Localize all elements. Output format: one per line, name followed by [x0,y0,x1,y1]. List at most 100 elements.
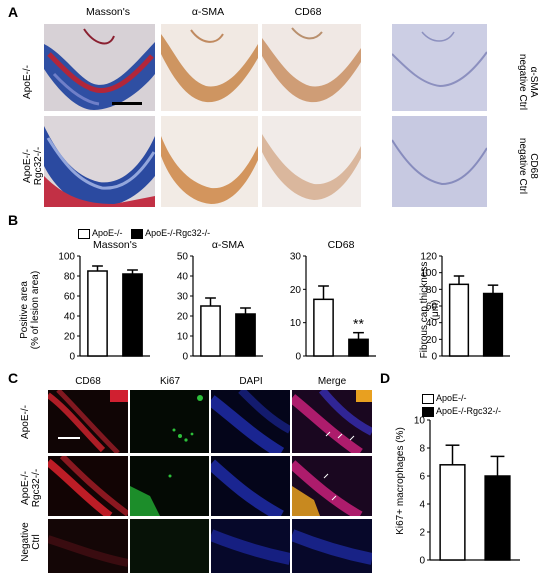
y-tick-label: 50 [177,252,189,263]
panel-a-neg-label-2: CD68 negative Ctrl [515,126,539,206]
chart-fibrous-cap: 0 20 40 60 80 100 120 [420,252,510,363]
chart-title: Masson's [93,239,137,251]
ki67-negative-fluor [130,519,209,573]
bar-rgc32 [235,313,256,357]
bar-apoe [448,283,470,357]
y-tick-label: 2 [419,528,425,539]
legend-d-apoe-label: ApoE-/- [436,393,467,403]
neg-label-line: α-SMA [528,66,539,98]
bar-rgc32 [122,273,143,357]
legend-d-rgc32: ApoE-/-Rgc32-/- [422,405,501,418]
y-tick-label: 10 [177,332,189,343]
y-tick-label: 80 [426,285,438,296]
ki67-apoe-fluor [130,390,209,453]
bar-rgc32 [348,338,369,357]
panel-a-col-asma: α-SMA [191,6,225,18]
neg-label-line: negative Ctrl [517,137,528,195]
bar-apoe [439,464,466,561]
row-label-line: Rgc32-/- [33,146,44,186]
y-tick-label: 120 [420,252,437,263]
y-tick-label: 20 [177,312,189,323]
panel-a-row-label-1: ApoE-/- [22,52,46,112]
asma-apoe-image [161,24,258,111]
y-tick-label: 30 [177,292,189,303]
y-tick-label: 30 [290,252,302,263]
panel-a-col-cd68: CD68 [294,6,322,18]
y-tick-label: 60 [64,292,76,303]
chart-title: α-SMA [212,239,244,251]
y-tick-label: 0 [295,352,301,363]
panel-a-letter: A [8,4,19,20]
legend-apoe: ApoE-/- [78,228,125,239]
panel-a-neg-label-1: α-SMA negative Ctrl [515,42,539,122]
panel-c-col-merge: Merge [317,376,347,387]
panel-c-letter: C [8,370,19,386]
y-tick-label: 0 [69,352,75,363]
neg-label-line: CD68 [528,153,539,179]
y-tick-label: 100 [420,268,437,279]
panel-c-col-dapi: DAPI [239,376,263,387]
legend-d-apoe: ApoE-/- [422,392,501,405]
legend-rgc32-label: ApoE-/-Rgc32-/- [145,228,211,238]
bar-rgc32 [482,292,504,357]
merge-apoe-fluor [292,390,372,453]
y-tick-label: 10 [290,318,302,329]
y-tick-label: 80 [64,272,76,283]
neg-label-line: negative Ctrl [517,53,528,111]
y-tick-label: 20 [290,285,302,296]
merge-negative-fluor [292,519,372,573]
merge-rgc32-fluor [292,456,372,516]
y-tick-label: 0 [419,556,425,567]
y-tick-label: 0 [431,352,437,363]
cd68-apoe-image [262,24,361,111]
ki67-rgc32-fluor [130,456,209,516]
y-tick-label: 0 [182,352,188,363]
bar-apoe [87,270,108,357]
chart-asma: α-SMA 0 10 20 30 40 50 [177,239,263,363]
masson-rgc32-image [44,116,155,207]
legend-d-apoe-swatch [422,393,434,404]
panel-b-legend: ApoE-/- ApoE-/-Rgc32-/- [78,223,210,241]
y-tick-label: 8 [419,444,425,455]
row-label-line: ApoE-/- [20,471,31,505]
bar-apoe [200,305,221,357]
panel-a-col-masson: Masson's [85,6,131,18]
row-label-line: ApoE-/- [22,65,33,99]
y-tick-label: 40 [426,318,438,329]
y-tick-label: 40 [177,272,189,283]
panel-c-col-ki67: Ki67 [159,376,180,387]
asma-rgc32-image [161,116,258,207]
y-tick-label: 20 [64,332,76,343]
cd68-negative-fluor [48,519,128,573]
legend-apoe-label: ApoE-/- [92,228,123,238]
dapi-negative-fluor [211,519,290,573]
bar-apoe [313,298,334,357]
legend-rgc32: ApoE-/-Rgc32-/- [131,228,211,239]
cd68-negative-ctrl-image [392,116,487,207]
ylabel-line: (% of lesion area) [30,270,41,350]
cd68-rgc32-image [262,116,361,207]
dapi-apoe-fluor [211,390,290,453]
y-tick-label: 10 [414,416,426,427]
chart-title: CD68 [328,239,355,251]
asma-negative-ctrl-image [392,24,487,111]
y-tick-label: 100 [58,252,75,263]
cd68-rgc32-fluor [48,456,128,516]
y-tick-label: 4 [419,500,425,511]
y-tick-label: 40 [64,312,76,323]
chart-cd68: CD68 0 10 20 30 ** [290,239,376,363]
legend-d-rgc32-swatch [422,406,434,417]
row-label-line: ApoE-/- [20,405,31,439]
cd68-apoe-fluor [48,390,128,453]
y-tick-label: 6 [419,472,425,483]
row-label-line: Rgc32-/- [31,468,42,508]
panel-b-letter: B [8,212,19,228]
ylabel-line: Positive area [19,281,30,339]
significance-annotation: ** [353,316,364,332]
bar-rgc32 [484,475,511,561]
row-label-line: Ctrl [31,534,42,550]
y-tick-label: 60 [426,302,438,313]
panel-c-col-cd68: CD68 [75,376,101,387]
panel-d-letter: D [380,370,391,386]
panel-c-row-label-1: ApoE-/- [20,392,44,452]
